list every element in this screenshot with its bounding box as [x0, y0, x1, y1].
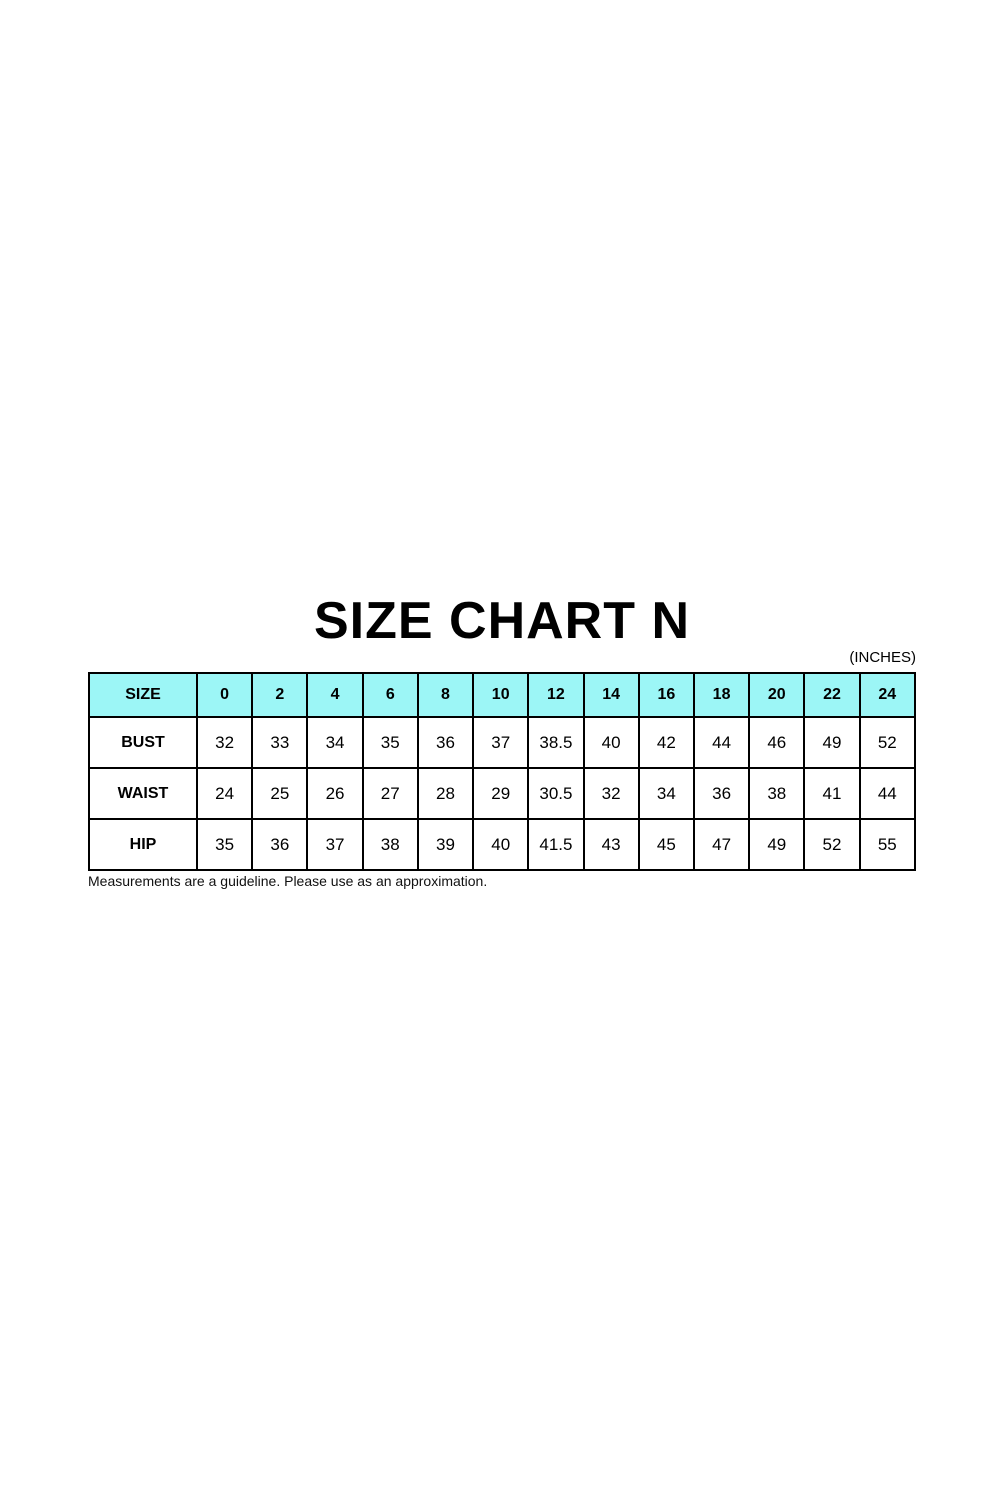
size-value-cell: 36 [416, 716, 475, 769]
row-label-waist: WAIST [88, 767, 198, 820]
size-value-cell: 37 [306, 818, 364, 871]
size-value-cell: 38.5 [527, 716, 585, 769]
size-value-cell: 37 [472, 716, 530, 769]
size-value-cell: 25 [251, 767, 309, 820]
size-value-cell: 47 [692, 818, 751, 871]
table-row-waist: WAIST 24 25 26 27 28 29 30.5 32 34 36 38… [88, 767, 917, 820]
header-cell: 12 [527, 672, 585, 718]
size-value-cell: 24 [195, 767, 254, 820]
size-value-cell: 29 [472, 767, 530, 820]
size-value-cell: 39 [416, 818, 475, 871]
size-value-cell: 55 [858, 818, 917, 871]
size-value-cell: 49 [748, 818, 806, 871]
header-cell: 0 [195, 672, 254, 718]
size-value-cell: 35 [195, 818, 254, 871]
size-value-cell: 34 [306, 716, 364, 769]
size-value-cell: 44 [692, 716, 751, 769]
header-cell: 14 [582, 672, 640, 718]
size-value-cell: 27 [361, 767, 419, 820]
size-value-cell: 41.5 [527, 818, 585, 871]
size-chart-table: SIZE 0 2 4 6 8 10 12 14 16 18 20 22 24 [88, 672, 917, 871]
header-cell: 24 [858, 672, 917, 718]
size-value-cell: 45 [637, 818, 695, 871]
size-value-cell: 36 [692, 767, 751, 820]
header-cell: 4 [306, 672, 364, 718]
page-title: SIZE CHART N [314, 592, 690, 650]
size-value-cell: 26 [306, 767, 364, 820]
size-value-cell: 38 [748, 767, 806, 820]
footnote: Measurements are a guideline. Please use… [88, 873, 488, 889]
row-label-bust: BUST [88, 716, 198, 769]
header-row: SIZE 0 2 4 6 8 10 12 14 16 18 20 22 24 [88, 672, 917, 718]
header-cell: 16 [637, 672, 695, 718]
size-value-cell: 40 [472, 818, 530, 871]
header-cell: 2 [251, 672, 309, 718]
size-value-cell: 43 [582, 818, 640, 871]
table-row-bust: BUST 32 33 34 35 36 37 38.5 40 42 44 46 … [88, 716, 917, 769]
size-value-cell: 41 [803, 767, 861, 820]
size-value-cell: 33 [251, 716, 309, 769]
size-value-cell: 28 [416, 767, 475, 820]
header-cell: 10 [472, 672, 530, 718]
size-value-cell: 52 [858, 716, 917, 769]
size-value-cell: 32 [195, 716, 254, 769]
size-value-cell: 30.5 [527, 767, 585, 820]
size-value-cell: 40 [582, 716, 640, 769]
size-value-cell: 42 [637, 716, 695, 769]
size-value-cell: 35 [361, 716, 419, 769]
header-cell-size: SIZE [88, 672, 198, 718]
size-value-cell: 46 [748, 716, 806, 769]
header-cell: 22 [803, 672, 861, 718]
table-row-hip: HIP 35 36 37 38 39 40 41.5 43 45 47 49 5… [88, 818, 917, 871]
units-label: (INCHES) [849, 649, 916, 666]
size-value-cell: 52 [803, 818, 861, 871]
size-value-cell: 49 [803, 716, 861, 769]
size-value-cell: 32 [582, 767, 640, 820]
size-chart-block: SIZE CHART N (INCHES) SIZE 0 2 4 6 8 10 … [88, 592, 917, 890]
size-value-cell: 34 [637, 767, 695, 820]
header-cell: 18 [692, 672, 751, 718]
size-value-cell: 38 [361, 818, 419, 871]
header-cell: 6 [361, 672, 419, 718]
header-cell: 8 [416, 672, 475, 718]
size-value-cell: 44 [858, 767, 917, 820]
size-value-cell: 36 [251, 818, 309, 871]
header-cell: 20 [748, 672, 806, 718]
row-label-hip: HIP [88, 818, 198, 871]
